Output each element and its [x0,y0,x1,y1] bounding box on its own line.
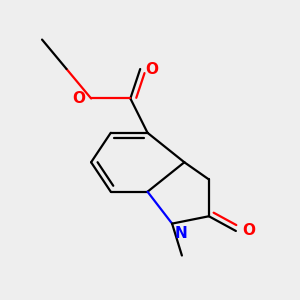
Text: O: O [72,91,85,106]
Text: N: N [175,226,187,241]
Text: O: O [242,224,255,238]
Text: O: O [145,61,158,76]
